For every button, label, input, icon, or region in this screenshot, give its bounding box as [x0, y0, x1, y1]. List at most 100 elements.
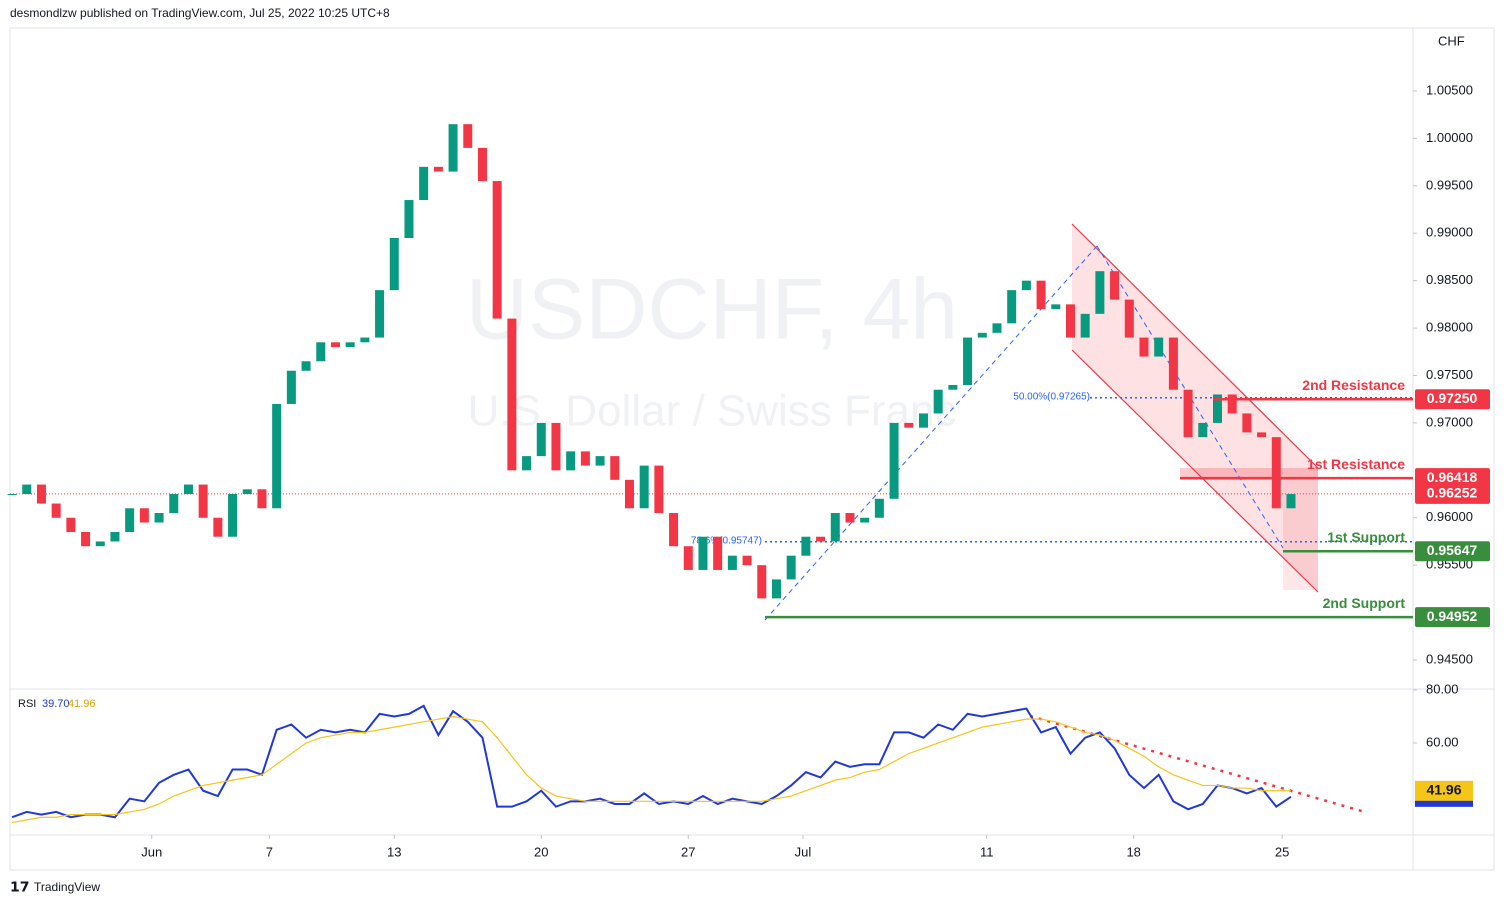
candle	[845, 513, 855, 523]
frame-border	[9, 27, 1495, 871]
y-tick-label: 80.00	[1426, 681, 1459, 696]
fib-label: 50.00%(0.97265)	[1013, 391, 1090, 402]
price-tag	[1415, 483, 1490, 504]
candle	[1051, 304, 1061, 310]
frame	[9, 27, 1495, 871]
candle	[1183, 389, 1193, 438]
level-name: 2nd Resistance	[1302, 377, 1405, 393]
candle	[1212, 394, 1222, 423]
candle	[551, 422, 561, 471]
candle	[727, 555, 737, 570]
candle	[742, 555, 752, 566]
candle	[1154, 337, 1164, 357]
footer: 𝟭𝟳 TradingView	[10, 879, 100, 895]
x-tick-label: 11	[980, 844, 994, 859]
y-tick-label: 0.94500	[1426, 651, 1473, 666]
candle	[771, 579, 781, 599]
candle	[669, 513, 679, 547]
candle	[183, 484, 193, 495]
x-tick-label: 18	[1126, 844, 1140, 859]
price-tag-label: 0.96418	[1427, 469, 1478, 485]
candle	[595, 456, 605, 466]
candle	[66, 517, 76, 532]
x-tick-label: Jul	[795, 844, 812, 859]
candle	[1286, 494, 1296, 509]
footer-logo: 𝟭𝟳	[10, 879, 29, 895]
candle	[154, 513, 164, 523]
level-name: 2nd Support	[1323, 595, 1406, 611]
price-tag-label: 0.95647	[1427, 542, 1478, 558]
candle	[1065, 304, 1075, 338]
level-name: 1st Support	[1327, 529, 1405, 545]
y-tick-label: 0.96000	[1426, 509, 1473, 524]
candle	[801, 536, 811, 556]
rsi-tag	[1415, 780, 1473, 801]
candle	[1198, 422, 1208, 438]
candle	[1124, 299, 1134, 338]
candle	[433, 166, 443, 172]
candle	[272, 403, 282, 509]
candle	[345, 342, 355, 348]
candle	[81, 531, 91, 547]
candle	[977, 332, 987, 338]
candle	[301, 361, 311, 371]
candle	[1168, 337, 1178, 390]
candle	[448, 124, 458, 172]
rsi-legend-name: RSI	[18, 698, 36, 710]
candle	[713, 536, 723, 570]
y-tick-label: 0.98500	[1426, 272, 1473, 287]
y-tick-label: 60.00	[1426, 734, 1459, 749]
candle	[639, 465, 649, 509]
level-name: 1st Resistance	[1307, 456, 1405, 472]
candle	[463, 124, 473, 148]
candle	[874, 498, 884, 518]
price-tag	[1415, 389, 1490, 410]
candle	[257, 489, 267, 509]
candle	[610, 456, 620, 480]
candle	[1021, 280, 1031, 291]
candle	[624, 479, 634, 509]
candle	[536, 422, 546, 457]
candle	[7, 494, 17, 496]
watermark-name: U.S. Dollar / Swiss Franc	[468, 387, 957, 436]
candle	[36, 484, 46, 504]
candle	[1242, 413, 1252, 433]
candle	[110, 531, 120, 542]
x-tick-label: 7	[266, 844, 273, 859]
candle	[375, 290, 385, 338]
candle	[95, 541, 105, 547]
x-tick-label: 25	[1275, 844, 1289, 859]
candle	[654, 465, 664, 514]
price-tag-label: 0.94952	[1427, 608, 1478, 624]
candle	[1095, 271, 1105, 314]
x-tick-label: Jun	[141, 844, 162, 859]
candle	[992, 323, 1002, 333]
candle	[580, 451, 590, 466]
rsi-trendline	[1029, 714, 1366, 814]
candle	[51, 503, 61, 518]
x-tick-label: 20	[534, 844, 548, 859]
channel-upper	[1071, 223, 1319, 469]
candle	[698, 536, 708, 570]
rsi-legend-value: 41.96	[68, 698, 96, 710]
candle	[389, 237, 399, 291]
price-tag-label: 0.96252	[1427, 485, 1478, 501]
candle	[933, 389, 943, 414]
candle	[889, 422, 899, 499]
price-tag	[1415, 541, 1490, 562]
rsi-line	[11, 704, 1292, 819]
candle	[1139, 337, 1149, 357]
candle	[1007, 290, 1017, 324]
candle	[948, 384, 958, 390]
candle	[1110, 271, 1120, 300]
candle	[757, 565, 767, 599]
channel-lower	[1071, 349, 1319, 593]
fib-label: 78.6%(0.95747)	[691, 535, 762, 546]
candle	[125, 508, 135, 532]
rsi-line	[11, 715, 1291, 824]
candle	[169, 494, 179, 514]
rsi-legend-value: 39.70	[42, 698, 70, 710]
y-tick-label: 0.99000	[1426, 225, 1473, 240]
